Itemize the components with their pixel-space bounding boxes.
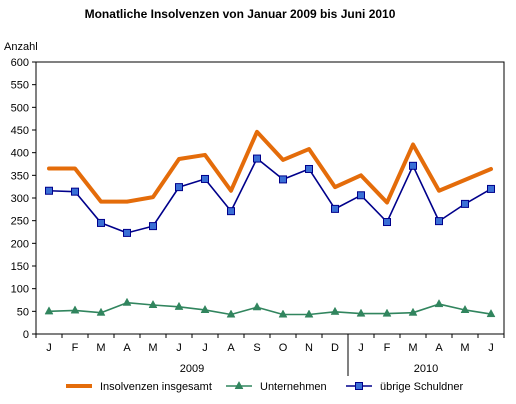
data-point-triangle [122, 297, 132, 306]
data-point-triangle [96, 307, 106, 316]
y-tick-label: 0 [23, 329, 29, 341]
data-point-triangle [304, 309, 314, 318]
data-point-square [435, 217, 443, 226]
x-tick-label: A [227, 342, 235, 354]
x-tick-label: A [435, 342, 443, 354]
year-group-label: 2010 [414, 363, 438, 375]
x-tick-label: M [408, 342, 417, 354]
data-point-square [487, 184, 495, 193]
legend-marker-square [355, 382, 363, 390]
y-tick-label: 500 [11, 102, 29, 114]
data-point-square [201, 174, 209, 183]
x-tick-label: F [72, 342, 79, 354]
year-group-label: 2009 [180, 363, 204, 375]
data-point-square [45, 186, 53, 195]
legend: Insolvenzen insgesamt Unternehmen übrige S… [66, 380, 464, 393]
data-point-triangle [226, 309, 236, 318]
data-point-triangle [252, 302, 262, 311]
x-tick-label: F [384, 342, 391, 354]
data-point-square [71, 187, 79, 196]
x-tick-label: J [46, 342, 52, 354]
data-point-square [409, 161, 417, 170]
x-tick-label: M [460, 342, 469, 354]
x-tick-label: J [202, 342, 208, 354]
y-tick-label: 600 [11, 57, 29, 69]
x-tick-label: J [176, 342, 182, 354]
y-tick-label: 200 [11, 238, 29, 250]
plot-area-frame [35, 61, 505, 335]
legend-label: Insolvenzen insgesamt [100, 381, 212, 393]
legend-label: Unternehmen [260, 381, 327, 393]
data-point-square [357, 191, 365, 200]
series-line [48, 157, 492, 234]
series-1 [47, 129, 493, 205]
data-point-triangle [44, 306, 54, 315]
x-tick-label: M [96, 342, 105, 354]
x-tick-label: A [123, 342, 131, 354]
legend-item: übrige Schuldner [346, 381, 464, 393]
legend-label: übrige Schuldner [380, 381, 464, 393]
data-point-square [123, 228, 131, 237]
legend-item: Unternehmen [226, 380, 327, 393]
data-point-square [461, 199, 469, 208]
data-point-triangle [148, 299, 158, 309]
x-tick-label: O [279, 342, 288, 354]
x-tick-label: J [488, 342, 494, 354]
legend-item: Insolvenzen insgesamt [66, 381, 212, 393]
data-point-square [305, 164, 313, 173]
y-axis: 0 50 100 150 200 250 300 350 400 450 500 550 600 [11, 57, 36, 341]
data-point-triangle [356, 308, 366, 317]
chart-title: Monatliche Insolvenzen von Januar 2009 b… [85, 7, 396, 21]
x-axis: J F M A M J J A S O N D J F M A M J 2009 2010 [35, 334, 505, 376]
series-line [48, 301, 492, 316]
y-tick-label: 350 [11, 170, 29, 182]
series-3 [45, 154, 495, 237]
data-point-square [149, 222, 157, 231]
series-layer [44, 129, 496, 318]
y-tick-label: 400 [11, 148, 29, 160]
y-tick-label: 550 [11, 80, 29, 92]
data-point-square [279, 175, 287, 184]
data-point-triangle [486, 309, 496, 318]
y-tick-label: 450 [11, 125, 29, 137]
data-point-square [253, 154, 261, 163]
data-point-triangle [330, 306, 340, 315]
y-axis-label: Anzahl [4, 41, 38, 53]
data-point-triangle [460, 304, 470, 313]
y-tick-label: 250 [11, 216, 29, 228]
x-tick-label: M [148, 342, 157, 354]
data-point-triangle [382, 308, 392, 317]
x-tick-label: J [358, 342, 364, 354]
data-point-square [227, 207, 235, 216]
data-point-triangle [408, 307, 418, 316]
series-line [47, 129, 493, 205]
x-tick-label: N [305, 342, 313, 354]
data-point-square [331, 204, 339, 213]
x-tick-label: D [331, 342, 339, 354]
y-tick-label: 100 [11, 284, 29, 296]
data-point-triangle [278, 309, 288, 318]
data-point-triangle [70, 305, 80, 314]
data-point-square [383, 218, 391, 227]
series-2 [44, 297, 496, 318]
data-point-triangle [434, 299, 444, 308]
data-point-square [175, 183, 183, 192]
y-tick-label: 50 [17, 306, 29, 318]
data-point-square [97, 218, 105, 227]
data-point-triangle [200, 304, 210, 313]
legend-marker-triangle [234, 380, 244, 390]
data-point-triangle [174, 301, 184, 310]
y-tick-label: 300 [11, 193, 29, 205]
y-tick-label: 150 [11, 261, 29, 273]
x-tick-label: S [253, 342, 260, 354]
